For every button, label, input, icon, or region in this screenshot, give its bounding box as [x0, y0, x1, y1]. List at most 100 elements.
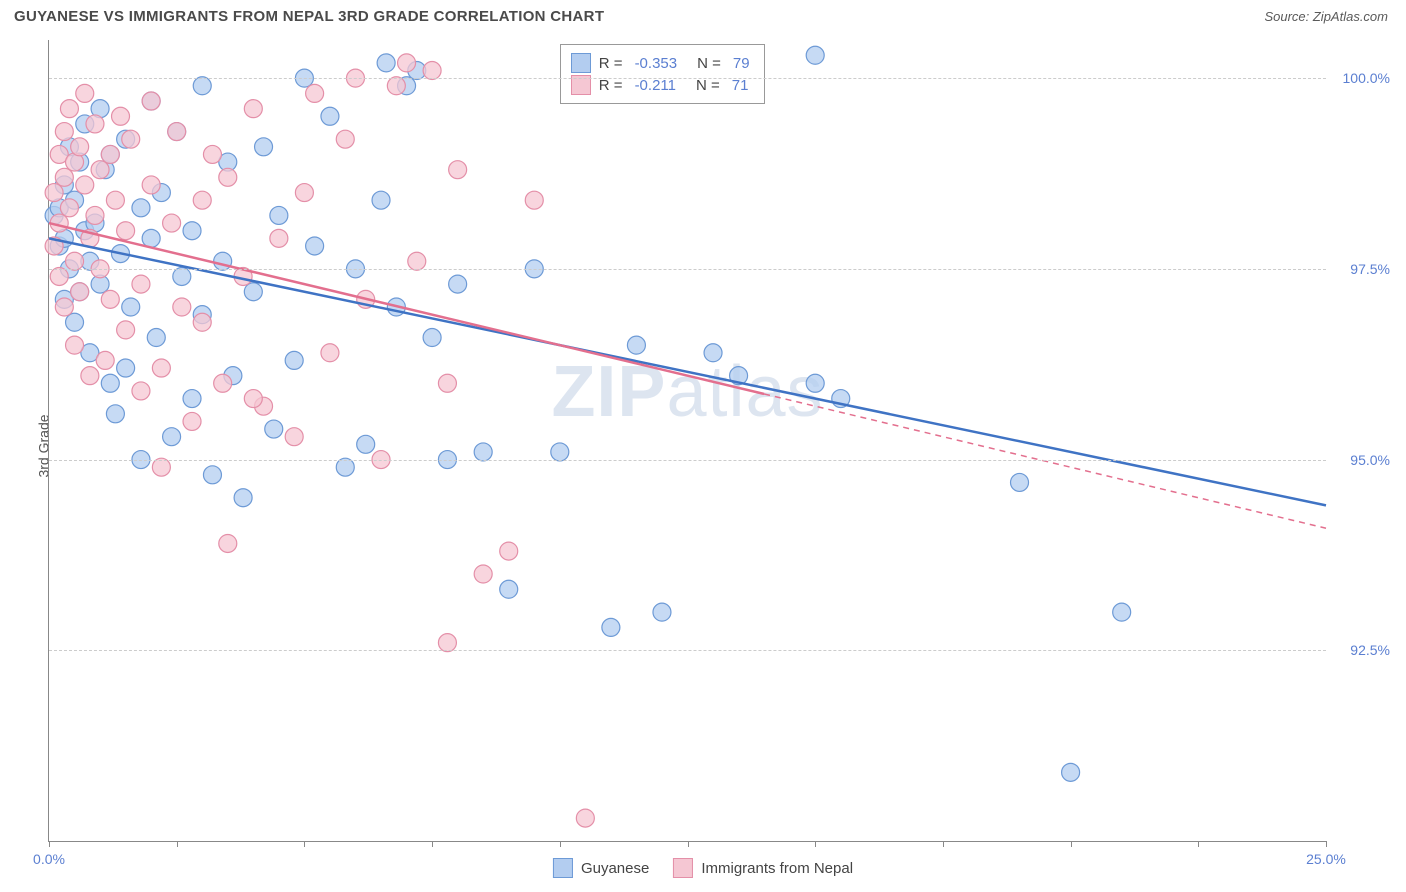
- scatter-point: [60, 199, 78, 217]
- n-value: 79: [733, 55, 750, 72]
- grid-line-horizontal: [49, 269, 1326, 270]
- grid-line-horizontal: [49, 460, 1326, 461]
- scatter-point: [147, 329, 165, 347]
- scatter-point: [336, 458, 354, 476]
- scatter-point: [474, 565, 492, 583]
- scatter-point: [193, 77, 211, 95]
- scatter-point: [76, 176, 94, 194]
- x-tick-mark: [432, 841, 433, 847]
- scatter-point: [203, 466, 221, 484]
- scatter-point: [101, 290, 119, 308]
- scatter-point: [500, 542, 518, 560]
- scatter-point: [219, 168, 237, 186]
- legend-swatch: [673, 858, 693, 878]
- legend-item: Guyanese: [553, 858, 649, 878]
- scatter-point: [214, 252, 232, 270]
- y-tick-label: 92.5%: [1350, 642, 1390, 658]
- source-prefix: Source:: [1264, 9, 1312, 24]
- x-tick-mark: [304, 841, 305, 847]
- scatter-point: [173, 267, 191, 285]
- legend-label: Guyanese: [581, 860, 649, 877]
- scatter-point: [438, 374, 456, 392]
- scatter-point: [91, 161, 109, 179]
- scatter-point: [132, 382, 150, 400]
- scatter-point: [377, 54, 395, 72]
- scatter-point: [168, 123, 186, 141]
- scatter-point: [387, 77, 405, 95]
- scatter-point: [203, 145, 221, 163]
- scatter-point: [627, 336, 645, 354]
- legend-item: Immigrants from Nepal: [673, 858, 853, 878]
- scatter-point: [285, 351, 303, 369]
- scatter-point: [117, 359, 135, 377]
- grid-line-horizontal: [49, 78, 1326, 79]
- scatter-point: [306, 237, 324, 255]
- series-legend: Guyanese Immigrants from Nepal: [553, 858, 853, 878]
- scatter-point: [132, 199, 150, 217]
- x-tick-mark: [560, 841, 561, 847]
- r-value: -0.353: [635, 55, 678, 72]
- scatter-point: [255, 138, 273, 156]
- scatter-point: [101, 374, 119, 392]
- scatter-point: [474, 443, 492, 461]
- scatter-point: [55, 298, 73, 316]
- scatter-point: [244, 100, 262, 118]
- scatter-point: [142, 229, 160, 247]
- source-name: ZipAtlas.com: [1313, 9, 1388, 24]
- x-tick-mark: [815, 841, 816, 847]
- scatter-point: [525, 191, 543, 209]
- scatter-point: [214, 374, 232, 392]
- y-tick-label: 97.5%: [1350, 261, 1390, 277]
- scatter-point: [449, 275, 467, 293]
- scatter-point: [163, 214, 181, 232]
- scatter-point: [66, 313, 84, 331]
- correlation-row: R =-0.353N =79: [571, 53, 750, 73]
- scatter-point: [270, 229, 288, 247]
- scatter-point: [449, 161, 467, 179]
- grid-line-horizontal: [49, 650, 1326, 651]
- scatter-point: [60, 100, 78, 118]
- scatter-point: [357, 435, 375, 453]
- scatter-point: [106, 405, 124, 423]
- scatter-point: [132, 275, 150, 293]
- scatter-point: [117, 222, 135, 240]
- scatter-point: [106, 191, 124, 209]
- scatter-point: [336, 130, 354, 148]
- scatter-point: [45, 184, 63, 202]
- scatter-point: [55, 168, 73, 186]
- scatter-point: [66, 252, 84, 270]
- scatter-point: [71, 283, 89, 301]
- x-tick-mark: [1326, 841, 1327, 847]
- scatter-point: [244, 283, 262, 301]
- scatter-point: [806, 46, 824, 64]
- scatter-point: [270, 206, 288, 224]
- scatter-point: [1113, 603, 1131, 621]
- scatter-point: [81, 367, 99, 385]
- scatter-point: [142, 92, 160, 110]
- x-tick-mark: [1198, 841, 1199, 847]
- scatter-point: [234, 489, 252, 507]
- scatter-point: [321, 344, 339, 362]
- scatter-point: [50, 267, 68, 285]
- scatter-svg: [49, 40, 1326, 841]
- x-tick-mark: [1071, 841, 1072, 847]
- scatter-point: [152, 359, 170, 377]
- scatter-point: [265, 420, 283, 438]
- scatter-point: [653, 603, 671, 621]
- scatter-point: [173, 298, 191, 316]
- legend-swatch: [553, 858, 573, 878]
- scatter-point: [66, 336, 84, 354]
- scatter-point: [244, 390, 262, 408]
- scatter-point: [76, 84, 94, 102]
- scatter-point: [117, 321, 135, 339]
- scatter-point: [86, 206, 104, 224]
- y-tick-label: 100.0%: [1343, 70, 1390, 86]
- scatter-point: [122, 130, 140, 148]
- scatter-point: [398, 54, 416, 72]
- scatter-point: [193, 313, 211, 331]
- scatter-point: [438, 634, 456, 652]
- legend-label: Immigrants from Nepal: [701, 860, 853, 877]
- x-tick-label: 25.0%: [1306, 851, 1346, 867]
- scatter-point: [500, 580, 518, 598]
- scatter-point: [321, 107, 339, 125]
